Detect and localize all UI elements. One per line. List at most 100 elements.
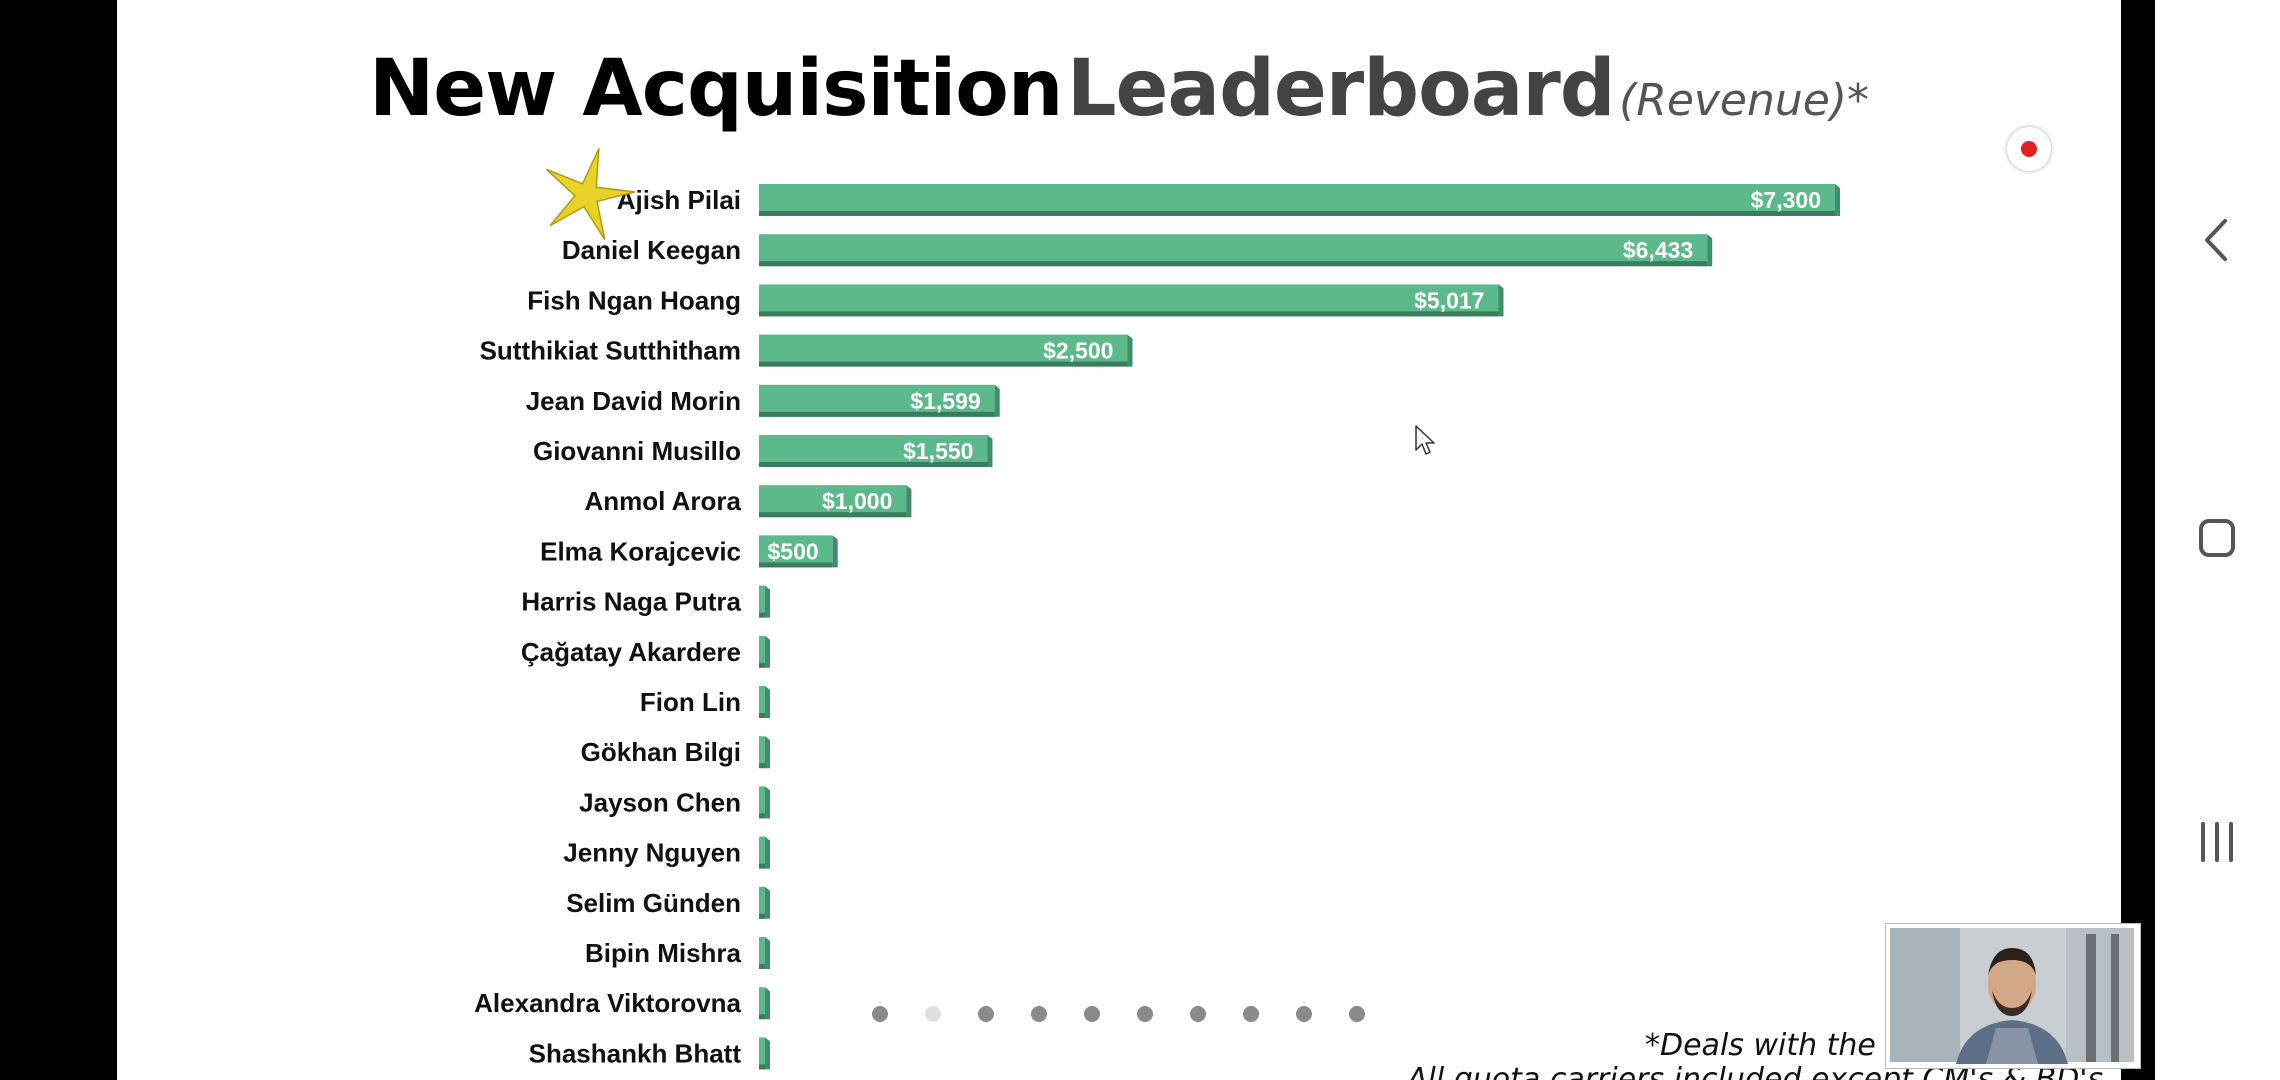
category-label: Fion Lin bbox=[640, 687, 741, 717]
data-label: $2,500 bbox=[1043, 338, 1113, 364]
bar-side bbox=[765, 736, 770, 769]
category-label: Sutthikiat Sutthitham bbox=[480, 336, 741, 366]
data-label: $1,000 bbox=[822, 488, 892, 514]
pagination-dot bbox=[1243, 1006, 1259, 1022]
bar-shadow bbox=[759, 562, 833, 568]
star-icon bbox=[545, 148, 636, 240]
bar-shadow bbox=[759, 763, 765, 769]
bar-shadow bbox=[759, 713, 765, 718]
category-label: Çağatay Akardere bbox=[521, 637, 741, 667]
bar-shadow bbox=[759, 913, 765, 919]
category-label: Harris Naga Putra bbox=[521, 587, 741, 617]
bar-shadow bbox=[759, 863, 765, 869]
bar-side bbox=[765, 987, 770, 1020]
bar-side bbox=[1835, 184, 1840, 216]
category-label: Jayson Chen bbox=[579, 787, 741, 817]
mouse-cursor-icon bbox=[1415, 425, 1435, 455]
bar bbox=[759, 485, 907, 518]
pagination-dot bbox=[925, 1006, 941, 1022]
bar bbox=[759, 1037, 765, 1070]
bar-shadow bbox=[759, 1014, 765, 1020]
bar bbox=[759, 635, 765, 668]
bar bbox=[759, 334, 1128, 367]
category-label: Ajish Pilai bbox=[617, 185, 741, 215]
bar-shadow bbox=[759, 361, 1128, 367]
bar bbox=[759, 585, 765, 618]
category-label: Jenny Nguyen bbox=[563, 838, 741, 868]
title-part2: Leaderboard bbox=[1066, 44, 1616, 134]
bar-side bbox=[765, 686, 770, 718]
bar-side bbox=[906, 485, 912, 518]
bar-shadow bbox=[759, 411, 995, 417]
category-label: Selim Günden bbox=[566, 888, 741, 918]
title-part1: New Acquisition bbox=[368, 44, 1063, 134]
webcam-video-icon bbox=[1890, 928, 2134, 1064]
bar bbox=[759, 234, 1708, 267]
bar bbox=[759, 435, 988, 467]
category-label: Shashankh Bhatt bbox=[529, 1038, 742, 1068]
bar bbox=[759, 384, 995, 417]
bar-shadow bbox=[759, 612, 765, 618]
bar-side bbox=[987, 435, 993, 467]
android-nav-bar bbox=[2155, 0, 2280, 1080]
bar-side bbox=[1127, 334, 1133, 367]
data-label: $7,300 bbox=[1751, 187, 1821, 213]
bar-shadow bbox=[759, 1064, 765, 1070]
bar bbox=[759, 886, 765, 919]
bar bbox=[759, 686, 765, 718]
bar-side bbox=[994, 384, 1000, 417]
back-icon[interactable] bbox=[2197, 215, 2237, 265]
bar-side bbox=[765, 635, 770, 668]
chart-title: New Acquisition Leaderboard (Revenue)* bbox=[117, 44, 2121, 134]
data-label: $500 bbox=[768, 538, 819, 564]
bar-shadow bbox=[759, 261, 1708, 267]
leaderboard-bar-chart: Ajish Pilai $7,300 Daniel Keegan $6,433 Fish… bbox=[474, 148, 1840, 1070]
bar-shadow bbox=[759, 512, 907, 518]
bar-side bbox=[765, 886, 770, 919]
home-icon[interactable] bbox=[2199, 519, 2235, 557]
pagination-dot bbox=[872, 1006, 888, 1022]
webcam-overlay[interactable] bbox=[1885, 923, 2141, 1069]
bar bbox=[759, 786, 765, 819]
category-label: Jean David Morin bbox=[526, 386, 741, 416]
pagination-dot bbox=[1031, 1006, 1047, 1022]
category-label: Bipin Mishra bbox=[585, 938, 742, 968]
bar bbox=[759, 736, 765, 769]
pagination-dot bbox=[1349, 1006, 1365, 1022]
title-part3: (Revenue)* bbox=[1619, 75, 1870, 126]
pagination-dot bbox=[1296, 1006, 1312, 1022]
bar-side bbox=[765, 836, 770, 869]
bar-side bbox=[1707, 234, 1713, 267]
bar-shadow bbox=[759, 462, 988, 467]
slide: New Acquisition Leaderboard (Revenue)* A… bbox=[117, 0, 2121, 1080]
category-label: Gökhan Bilgi bbox=[581, 737, 741, 767]
bar bbox=[759, 987, 765, 1020]
bar-shadow bbox=[759, 311, 1499, 317]
data-label: $1,550 bbox=[903, 438, 973, 464]
bar-side bbox=[765, 937, 770, 969]
bar-side bbox=[765, 786, 770, 819]
category-label: Anmol Arora bbox=[585, 486, 742, 516]
bar-side bbox=[765, 585, 770, 618]
category-label: Fish Ngan Hoang bbox=[527, 285, 741, 315]
bar bbox=[759, 836, 765, 869]
bar-shadow bbox=[759, 211, 1835, 216]
bar-shadow bbox=[759, 964, 765, 969]
category-label: Daniel Keegan bbox=[562, 235, 741, 265]
bar bbox=[759, 284, 1499, 317]
category-label: Giovanni Musillo bbox=[533, 436, 741, 466]
pagination-dot bbox=[1137, 1006, 1153, 1022]
bar bbox=[759, 937, 765, 969]
bar bbox=[759, 535, 833, 568]
category-label: Elma Korajcevic bbox=[540, 536, 741, 566]
bar-side bbox=[1498, 284, 1504, 317]
bar-side bbox=[832, 535, 838, 568]
bar-shadow bbox=[759, 662, 765, 668]
data-label: $5,017 bbox=[1414, 287, 1484, 313]
recent-apps-icon[interactable] bbox=[2197, 820, 2237, 864]
bar bbox=[759, 184, 1835, 216]
record-indicator-icon[interactable] bbox=[2007, 127, 2051, 171]
category-label: Alexandra Viktorovna bbox=[474, 988, 741, 1018]
data-label: $1,599 bbox=[910, 388, 980, 414]
data-label: $6,433 bbox=[1623, 237, 1693, 263]
